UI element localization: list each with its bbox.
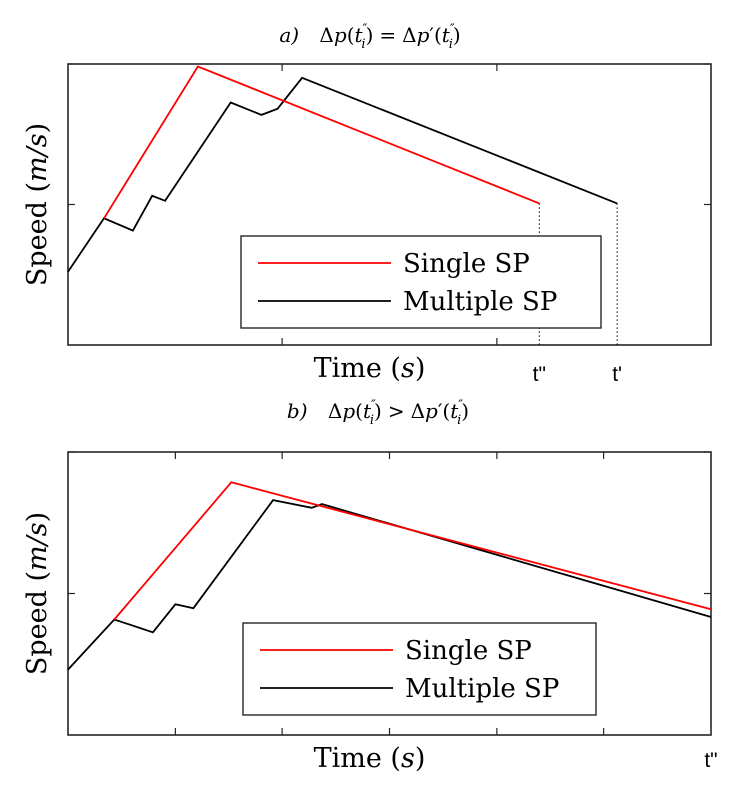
series-line-single-sp [103,65,540,219]
x-axis-label: Time (s) [314,353,426,384]
x-axis-label: Time (s) [314,743,426,774]
chart-panel-1: a) Δp(t″ i) = Δp′(t″ i) Speed (m/s) Time (s) t"… [22,22,712,386]
end-time-label: t' [612,363,622,386]
y-axis-label: Speed (m/s) [22,512,53,675]
legend-label: Single SP [403,249,530,279]
legend: Single SP Multiple SP [240,235,602,329]
chart-panel-2: b) Δp(t″ i) > Δp′(t″ i) Speed (m/s) Time (s) t"… [22,398,718,774]
legend-box [242,622,597,716]
legend-label: Multiple SP [403,287,557,317]
chart-title: b) Δp(t″ i) > Δp′(t″ i) [287,398,469,428]
end-time-label: t" [704,749,717,772]
legend: Single SP Multiple SP [242,622,597,716]
chart-title: a) Δp(t″ i) = Δp′(t″ i) [279,22,460,52]
legend-box [240,235,602,329]
y-axis-label: Speed (m/s) [22,123,53,286]
legend-label: Multiple SP [405,674,559,704]
series-line-single-sp [113,481,712,621]
series-line-multiple-sp [67,76,618,273]
end-time-label: t" [533,363,546,386]
legend-label: Single SP [405,636,532,666]
